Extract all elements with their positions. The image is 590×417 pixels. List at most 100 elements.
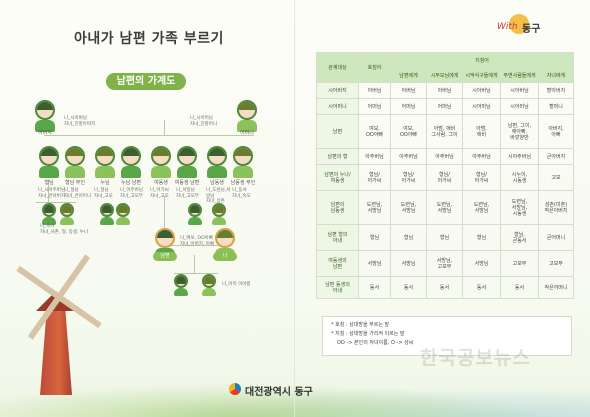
- sibling-role-label: 형님 부인: [65, 180, 85, 186]
- tree-connector: [194, 255, 195, 273]
- avatar-body: [237, 120, 257, 132]
- table-cell: 고모부: [500, 250, 539, 277]
- sibling-note: 나_아주버님 자녀_고모부: [120, 188, 143, 199]
- row-target: 여동생의 남편: [316, 250, 359, 277]
- tree-connector: [44, 135, 254, 136]
- table-cell: 큰아버지: [537, 148, 575, 165]
- avatar-niece: [56, 203, 78, 225]
- title-table: 관계대상 호칭어 지칭어 남편에게 시부모님에게 시댁식구들에게 주변사람들에게…: [316, 52, 575, 299]
- table-cell: 아버지, 아빠: [537, 114, 575, 149]
- watercolor-grass-background: [0, 377, 590, 417]
- sibling-note: 나_아가씨 자녀_고모: [150, 188, 169, 199]
- sibling-note: 나_시아주버님 자녀_큰아버지: [38, 188, 66, 199]
- sibling-note: 나_도련님,서방님 자녀_삼촌: [206, 188, 231, 204]
- sibling-role-label: 누님 남편: [121, 180, 141, 186]
- avatar-niece: [208, 203, 230, 225]
- col-header-address: 호칭어: [358, 52, 391, 83]
- table-cell: 아버님: [390, 82, 427, 99]
- table-cell: 삼촌(미혼) 작은아버지: [537, 190, 575, 225]
- page-title: 아내가 남편 가족 부르기: [74, 31, 224, 47]
- table-cell: 아버님: [358, 82, 391, 99]
- table-cell: 시어머님: [462, 98, 501, 115]
- sibling-role-label: 누님: [100, 180, 110, 186]
- avatar-older-brother: [38, 146, 60, 178]
- sub-header: 시부모님에게: [426, 68, 463, 83]
- avatar-father-in-law: [34, 100, 56, 132]
- note-line: OO -> 본인의 자녀이름, O -> 성씨: [337, 340, 414, 346]
- table-row: 남편 여보, OO아빠 여보, OO아빠 아범, 애비 그사람, 그이 아범, 애비 남편…: [316, 114, 575, 149]
- me-badge: 나: [213, 252, 237, 261]
- footer-brand: 대전광역시 동구: [245, 387, 313, 398]
- avatar-nephew: [96, 203, 118, 225]
- tree-connector: [48, 180, 49, 202]
- page-fold-divider: [294, 0, 295, 417]
- mother-in-law-label: 어머니: [240, 130, 254, 136]
- table-cell: 아주버님: [358, 148, 391, 165]
- table-body: 시아버지 아버님 아버님 아버님 시아버님 시아버님 할아버지 시어머니 어머님 어머님 어머님 시어…: [316, 82, 575, 299]
- table-cell: 형님: [390, 224, 427, 251]
- table-cell: 작은어머니: [537, 276, 575, 299]
- table-cell: 형님/ 아가씨: [390, 164, 427, 191]
- note-line: * 호칭 : 상대방을 부르는 말: [331, 322, 390, 328]
- sibling-role-label: 여동생 남편: [174, 180, 200, 186]
- table-cell: 여보, OO아빠: [358, 114, 391, 149]
- table-row: 남편 동생의 아내 동서 동서 동서 동서 동서 작은어머니: [316, 276, 575, 299]
- table-cell: 도련님, 서방님: [426, 190, 463, 225]
- avatar-head: [35, 100, 55, 120]
- table-cell: 서방님: [390, 250, 427, 277]
- sibling-role-label: 남동생: [210, 180, 224, 186]
- table-cell: 형님/ 아가씨: [426, 164, 463, 191]
- husband-badge: 남편: [153, 252, 177, 261]
- tree-connector: [174, 273, 218, 274]
- sibling-role-label: 남동생 부인: [230, 180, 256, 186]
- avatar-older-sister-husband: [120, 146, 142, 178]
- table-row: 남편의 형 아주버님 아주버님 아주버님 아주버님 시아주버님 큰아버지: [316, 148, 575, 165]
- brand-with-text: With: [497, 22, 518, 32]
- table-cell: 도련님, 서방님: [358, 190, 391, 225]
- avatar-older-brother-wife: [64, 146, 86, 178]
- table-cell: 아주버님: [426, 148, 463, 165]
- avatar-younger-sister-husband: [176, 146, 198, 178]
- row-target: 남편: [316, 114, 359, 149]
- table-cell: 아범, 애비 그사람, 그이: [426, 114, 463, 149]
- sub-header: 주변사람들에게: [500, 68, 539, 83]
- sub-header: 자녀에게: [537, 68, 575, 83]
- table-cell: 아버님: [426, 82, 463, 99]
- notes-box: * 호칭 : 상대방을 부르는 말 * 지칭 : 상대방을 가리켜 이르는 말 …: [322, 316, 572, 356]
- table-cell: 할머니: [537, 98, 575, 115]
- table-cell: 아범, 애비: [462, 114, 501, 149]
- note-line: * 지칭 : 상대방을 가리켜 이르는 말: [331, 331, 405, 337]
- sibling-role-label: 형님: [44, 180, 54, 186]
- row-target: 시아버지: [316, 82, 359, 99]
- avatar-mother-in-law: [236, 100, 258, 132]
- col-header-target: 관계대상: [316, 52, 359, 83]
- row-target: 남편의 남동생: [316, 190, 359, 225]
- table-cell: 고모: [537, 164, 575, 191]
- table-cell: 형님/ 아가씨: [358, 164, 391, 191]
- table-cell: 시어머님: [500, 98, 539, 115]
- children-note: 나_아이 이야름: [222, 282, 251, 287]
- avatar-nephew: [184, 203, 206, 225]
- nephews-note: 나_조카 자녀_사촌, 형, 동생, 누나: [40, 224, 89, 235]
- table-cell: 도련님, 서방님: [462, 190, 501, 225]
- table-cell: 서방님: [358, 250, 391, 277]
- table-cell: 아주버님: [462, 148, 501, 165]
- col-header-reference: 지칭어: [389, 52, 575, 69]
- table-row: 여동생의 남편 서방님 서방님 서방님, 고모부 서방님 고모부 고모부: [316, 250, 575, 277]
- donggu-logo-icon: [229, 383, 241, 395]
- table-row: 시어머니 어머님 어머님 어머님 시어머님 시어머님 할머니: [316, 98, 575, 115]
- sibling-note: 나_서방님 자녀_고모부: [176, 188, 199, 199]
- table-cell: 고모부: [537, 250, 575, 277]
- table-row: 시아버지 아버님 아버님 아버님 시아버님 시아버님 할아버지: [316, 82, 575, 99]
- sibling-role-label: 여동생: [154, 180, 168, 186]
- table-cell: 어머님: [358, 98, 391, 115]
- table-row: 남편의 누나/ 여동생 형님/ 아가씨 형님/ 아가씨 형님/ 아가씨 형님/ 아가씨 시…: [316, 164, 575, 191]
- avatar-nephew: [38, 203, 60, 225]
- avatar-body: [35, 120, 55, 132]
- table-cell: 시아버님: [500, 82, 539, 99]
- avatar-child: [198, 274, 220, 296]
- table-cell: 형님/ 아가씨: [462, 164, 501, 191]
- windmill-blade: [56, 254, 91, 299]
- avatar-older-sister: [94, 146, 116, 178]
